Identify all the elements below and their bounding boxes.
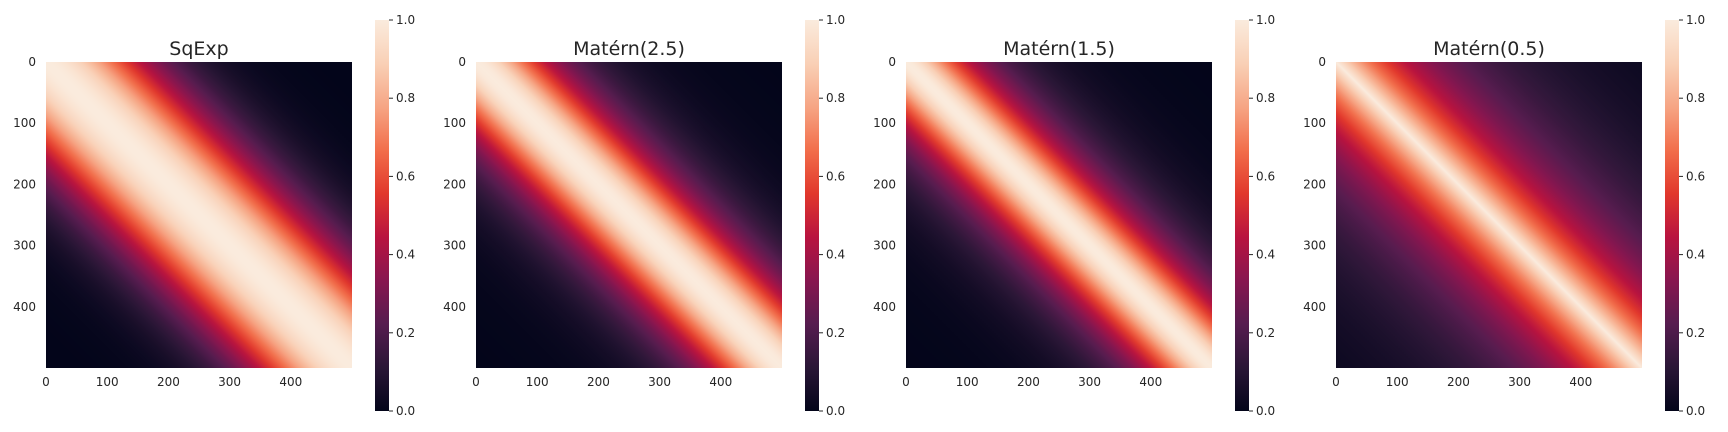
colorbar-tick-label: 0.2 xyxy=(1686,326,1705,340)
colorbar-tick-label: 0.4 xyxy=(1686,248,1705,262)
colorbar-tick-label: 1.0 xyxy=(1686,13,1705,27)
y-tick-label: 400 xyxy=(13,300,36,314)
x-tick-label: 300 xyxy=(1078,375,1101,389)
x-tick-label: 0 xyxy=(472,375,480,389)
y-tick-label: 0 xyxy=(1318,55,1326,69)
x-tick-label: 100 xyxy=(956,375,979,389)
x-tick-label: 100 xyxy=(96,375,119,389)
x-tick-label: 200 xyxy=(587,375,610,389)
y-tick-label: 100 xyxy=(13,116,36,130)
y-tick-label: 300 xyxy=(873,239,896,253)
y-tick-label: 400 xyxy=(1303,300,1326,314)
y-tick-label: 200 xyxy=(1303,177,1326,191)
colorbar-tick-label: 0.4 xyxy=(1256,248,1275,262)
colorbar-tick-label: 0.0 xyxy=(826,404,845,418)
y-tick-label: 100 xyxy=(873,116,896,130)
x-tick-label: 100 xyxy=(1386,375,1409,389)
panel-2: Matérn(2.5) 0 100 200 300 400 0 100 200 300 400 0.0… xyxy=(443,13,845,418)
colorbar xyxy=(1235,20,1249,411)
colorbar-tick-label: 0.6 xyxy=(396,169,415,183)
x-tick-label: 400 xyxy=(1569,375,1592,389)
colorbar xyxy=(1665,20,1679,411)
y-tick-label: 200 xyxy=(873,177,896,191)
colorbar-tick-label: 1.0 xyxy=(1256,13,1275,27)
colorbar-tick-label: 0.2 xyxy=(396,326,415,340)
panel-title: Matérn(1.5) xyxy=(1003,38,1115,60)
colorbar-tick-label: 0.8 xyxy=(1686,91,1705,105)
colorbar-tick-label: 0.4 xyxy=(396,248,415,262)
colorbar-tick-label: 0.8 xyxy=(826,91,845,105)
y-tick-label: 0 xyxy=(28,55,36,69)
heatmap-3 xyxy=(906,62,1212,368)
colorbar-tick-label: 0.0 xyxy=(1686,404,1705,418)
colorbar-tick-label: 0.6 xyxy=(1256,169,1275,183)
x-tick-label: 200 xyxy=(1017,375,1040,389)
y-tick-label: 0 xyxy=(888,55,896,69)
colorbar xyxy=(375,20,389,411)
colorbar-tick-label: 0.0 xyxy=(396,404,415,418)
x-tick-label: 200 xyxy=(1447,375,1470,389)
y-tick-label: 100 xyxy=(443,116,466,130)
y-tick-label: 400 xyxy=(443,300,466,314)
panel-4: Matérn(0.5) 0 100 200 300 400 0 100 200 300 400 0.0… xyxy=(1303,13,1705,418)
x-tick-label: 300 xyxy=(1508,375,1531,389)
colorbar-tick-label: 1.0 xyxy=(826,13,845,27)
y-tick-label: 300 xyxy=(13,239,36,253)
x-tick-label: 200 xyxy=(157,375,180,389)
colorbar-tick-label: 0.2 xyxy=(826,326,845,340)
x-tick-label: 100 xyxy=(526,375,549,389)
y-tick-label: 300 xyxy=(443,239,466,253)
colorbar-tick-label: 0.4 xyxy=(826,248,845,262)
panel-title: SqExp xyxy=(169,38,228,60)
y-tick-label: 0 xyxy=(458,55,466,69)
x-tick-label: 400 xyxy=(279,375,302,389)
x-tick-label: 300 xyxy=(648,375,671,389)
x-tick-label: 400 xyxy=(1139,375,1162,389)
y-tick-label: 200 xyxy=(13,177,36,191)
panel-title: Matérn(2.5) xyxy=(573,38,685,60)
y-tick-label: 300 xyxy=(1303,239,1326,253)
colorbar xyxy=(805,20,819,411)
panel-3: Matérn(1.5) 0 100 200 300 400 0 100 200 300 400 0.0… xyxy=(873,13,1275,418)
panel-title: Matérn(0.5) xyxy=(1433,38,1545,60)
x-tick-label: 0 xyxy=(42,375,50,389)
colorbar-tick-label: 0.8 xyxy=(1256,91,1275,105)
colorbar-tick-label: 0.6 xyxy=(826,169,845,183)
heatmap-1 xyxy=(46,62,352,368)
y-tick-label: 100 xyxy=(1303,116,1326,130)
colorbar-tick-label: 0.2 xyxy=(1256,326,1275,340)
x-tick-label: 0 xyxy=(902,375,910,389)
heatmap-4 xyxy=(1336,62,1642,368)
panel-1: SqExp 0 100 200 300 400 0 100 200 300 400 0.0 0.2 0.4… xyxy=(13,13,415,418)
colorbar-tick-label: 1.0 xyxy=(396,13,415,27)
colorbar-tick-label: 0.6 xyxy=(1686,169,1705,183)
colorbar-tick-label: 0.8 xyxy=(396,91,415,105)
x-tick-label: 0 xyxy=(1332,375,1340,389)
heatmap-2 xyxy=(476,62,782,368)
colorbar-tick-label: 0.0 xyxy=(1256,404,1275,418)
y-tick-label: 400 xyxy=(873,300,896,314)
y-tick-label: 200 xyxy=(443,177,466,191)
x-tick-label: 400 xyxy=(709,375,732,389)
x-tick-label: 300 xyxy=(218,375,241,389)
